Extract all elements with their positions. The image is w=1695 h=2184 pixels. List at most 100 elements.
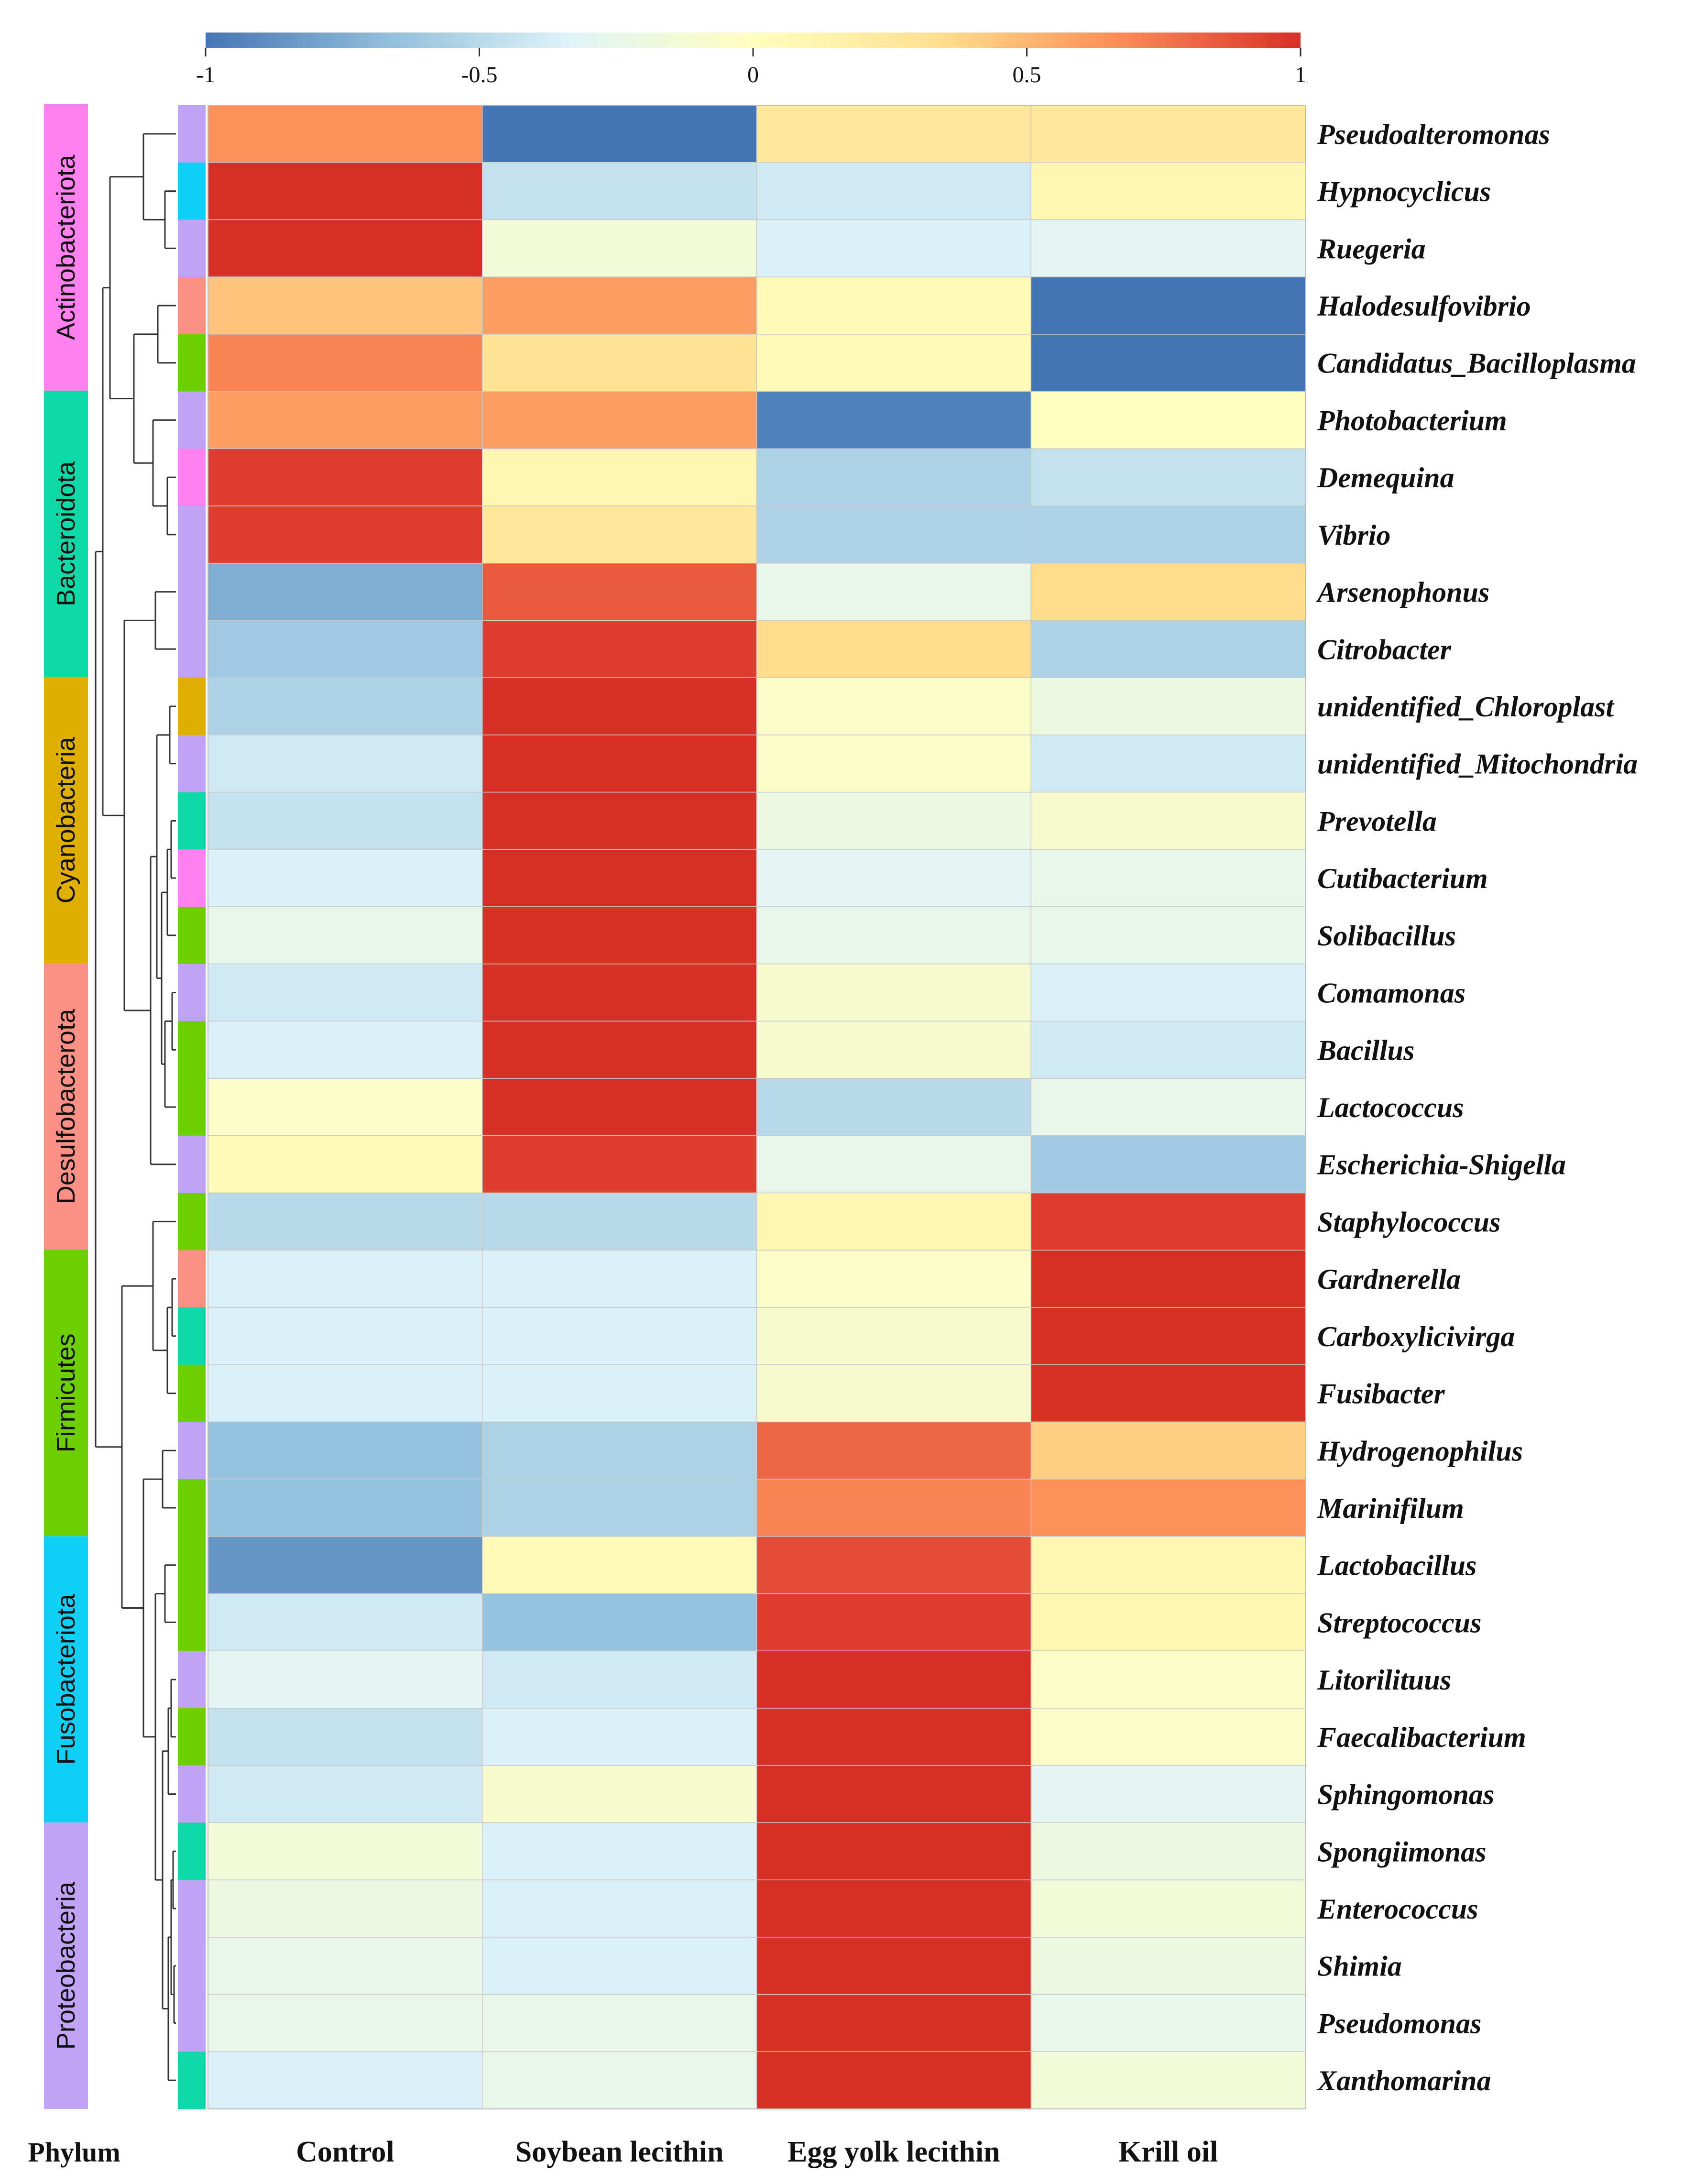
heatmap-cell — [1030, 1994, 1306, 2052]
heatmap-cell — [482, 1765, 757, 1823]
row-labels: Pseudoalteromonas Hypnocyclicus Ruegeria Ha… — [1315, 119, 1638, 2096]
heatmap-cell — [482, 1250, 757, 1308]
heatmap-cell — [208, 963, 483, 1022]
row-label: Citrobacter — [1317, 634, 1452, 665]
row-label: Carboxylicivirga — [1317, 1321, 1515, 1352]
column-labels: Control Soybean lecithin Egg yolk lecithin… — [296, 2136, 1218, 2168]
heatmap-cell — [208, 620, 483, 678]
phylum-annotation-cell — [178, 678, 206, 735]
row-label: Staphylococcus — [1317, 1206, 1500, 1238]
heatmap-cell — [756, 849, 1031, 907]
row-label: Halodesulfovibrio — [1317, 290, 1531, 322]
heatmap-cell — [756, 1078, 1031, 1136]
heatmap-cell — [1030, 1250, 1306, 1308]
heatmap-cell — [208, 1708, 483, 1766]
heatmap-cell — [1030, 1307, 1306, 1365]
heatmap-cell — [1030, 1879, 1306, 1938]
heatmap-cell — [756, 1021, 1031, 1079]
column-label: Egg yolk lecithin — [787, 2136, 1000, 2168]
heatmap-cell — [482, 1708, 757, 1766]
heatmap-cell — [756, 620, 1031, 678]
phylum-legend-label: Cyanobacteria — [52, 736, 80, 903]
heatmap-cell — [208, 1937, 483, 1995]
heatmap-cell — [208, 1421, 483, 1480]
phylum-annotation-cell — [178, 1937, 206, 1995]
heatmap-cell — [208, 849, 483, 907]
heatmap-cell — [482, 1421, 757, 1480]
phylum-annotation-cell — [178, 1193, 206, 1251]
heatmap-cell — [756, 906, 1031, 965]
heatmap-cell — [208, 1135, 483, 1194]
phylum-legend-label: Bacteroidota — [52, 461, 80, 606]
heatmap-cell — [1030, 1479, 1306, 1537]
heatmap-cell — [1030, 735, 1306, 793]
row-label: unidentified_Mitochondria — [1317, 748, 1638, 780]
row-label: Arsenophonus — [1315, 577, 1489, 608]
phylum-legend-swatch — [44, 390, 88, 677]
row-label: Gardnerella — [1317, 1263, 1461, 1295]
heatmap-cell — [482, 505, 757, 564]
row-label: Faecalibacterium — [1317, 1722, 1526, 1753]
heatmap-cell — [208, 562, 483, 621]
heatmap-cell — [208, 1765, 483, 1823]
colorbar-tick-label: -1 — [196, 62, 215, 88]
phylum-legend-label: Actinobacteriota — [52, 154, 80, 340]
phylum-annotation-cell — [178, 334, 206, 392]
heatmap-cell — [482, 105, 757, 163]
heatmap-cell — [756, 1421, 1031, 1480]
row-label: Enterococcus — [1317, 1893, 1478, 1925]
heatmap-cell — [208, 735, 483, 793]
heatmap-cell — [1030, 1708, 1306, 1766]
phylum-annotation-cell — [178, 219, 206, 277]
heatmap-cell — [482, 334, 757, 392]
heatmap-cell — [1030, 963, 1306, 1022]
heatmap-cell — [756, 1135, 1031, 1194]
phylum-legend: Actinobacteriota Bacteroidota Cyanobacteri… — [44, 104, 88, 2109]
phylum-annotation-column — [178, 105, 206, 2109]
heatmap-cell — [1030, 562, 1306, 621]
heatmap-cell — [1030, 849, 1306, 907]
phylum-legend-swatch — [44, 1536, 88, 1823]
phylum-annotation-cell — [178, 2052, 206, 2109]
heatmap-cell — [756, 963, 1031, 1022]
phylum-annotation-cell — [178, 105, 206, 163]
heatmap-cell — [1030, 1021, 1306, 1079]
heatmap-cell — [756, 1192, 1031, 1251]
heatmap-cell — [208, 1994, 483, 2052]
heatmap-cell — [756, 105, 1031, 163]
row-label: Cutibacterium — [1317, 863, 1488, 894]
phylum-annotation-cell — [178, 964, 206, 1021]
heatmap-cell — [208, 391, 483, 450]
heatmap-cell — [756, 219, 1031, 277]
phylum-annotation-cell — [178, 620, 206, 678]
heatmap-cells — [208, 105, 1306, 2109]
heatmap-cell — [482, 1879, 757, 1938]
row-label: Bacillus — [1317, 1034, 1414, 1066]
heatmap-cell — [1030, 391, 1306, 450]
heatmap-cell — [1030, 1135, 1306, 1194]
row-label: unidentified_Chloroplast — [1317, 691, 1615, 723]
heatmap-cell — [1030, 505, 1306, 564]
heatmap-cell — [482, 162, 757, 220]
heatmap-cell — [1030, 334, 1306, 392]
heatmap-cell — [482, 849, 757, 907]
heatmap-cell — [208, 1192, 483, 1251]
row-label: Fusibacter — [1317, 1378, 1445, 1410]
heatmap-cell — [756, 1937, 1031, 1995]
row-label: Marinifilum — [1317, 1493, 1464, 1524]
heatmap-cell — [756, 391, 1031, 450]
heatmap-cell — [756, 1650, 1031, 1709]
phylum-legend-swatch — [44, 1822, 88, 2109]
row-dendrogram — [95, 133, 176, 2081]
heatmap-cell — [756, 1364, 1031, 1423]
heatmap-cell — [482, 276, 757, 335]
heatmap-cell — [208, 162, 483, 220]
phylum-annotation-cell — [178, 1364, 206, 1422]
heatmap-cell — [1030, 2051, 1306, 2109]
phylum-annotation-cell — [178, 506, 206, 564]
heatmap-cell — [208, 1650, 483, 1709]
phylum-legend-label: Firmicutes — [52, 1333, 80, 1452]
heatmap-cell — [482, 562, 757, 621]
column-label: Control — [296, 2136, 394, 2168]
heatmap-cell — [756, 1708, 1031, 1766]
